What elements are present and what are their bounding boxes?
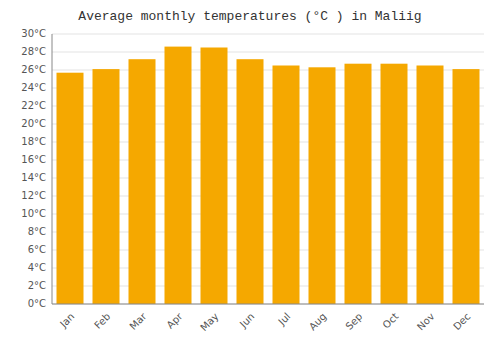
y-tick-label: 14°C	[21, 172, 46, 183]
chart-container: 0°C 2°C 4°C 6°C 8°C 10°C 12°C 14°C 16°C 18°C 20°C 2…	[0, 0, 500, 350]
grid	[52, 34, 484, 304]
y-tick-label: 12°C	[21, 190, 46, 201]
y-tick-label: 6°C	[28, 244, 46, 255]
y-tick-label: 30°C	[21, 28, 46, 39]
grid-line	[52, 52, 484, 53]
title: Average monthly temperatures (°C ) in Ma…	[78, 9, 421, 24]
y-tick-label: 22°C	[21, 100, 46, 111]
bar	[57, 73, 84, 304]
x-tick-label: Jan	[57, 311, 76, 330]
x-axis-line	[52, 304, 484, 305]
y-tick-label: 24°C	[21, 82, 46, 93]
y-tick-label: 2°C	[28, 280, 46, 291]
y-tick-label: 8°C	[28, 226, 46, 237]
y-tick-label: 0°C	[28, 298, 46, 309]
bars	[57, 47, 480, 304]
bar	[237, 59, 264, 304]
bar	[129, 59, 156, 304]
y-axis: 0°C 2°C 4°C 6°C 8°C 10°C 12°C 14°C 16°C 18°C 20°C 2…	[21, 28, 46, 309]
x-axis: Jan Feb Mar Apr May Jun Jul Aug Sep Oct Nov Dec	[57, 310, 472, 333]
x-tick-label: Jun	[237, 311, 257, 331]
grid-line	[52, 304, 484, 305]
y-tick-label: 20°C	[21, 118, 46, 129]
bar	[417, 66, 444, 305]
bar	[453, 69, 480, 304]
x-tick-label: Aug	[307, 311, 329, 333]
y-tick-label: 10°C	[21, 208, 46, 219]
x-tick-label: Dec	[451, 311, 472, 332]
grid-line	[52, 34, 484, 35]
y-tick-label: 4°C	[28, 262, 46, 273]
x-tick-label: May	[198, 311, 220, 333]
bar	[165, 47, 192, 304]
bar	[273, 66, 300, 305]
x-tick-label: Jul	[275, 311, 292, 328]
y-tick-label: 26°C	[21, 64, 46, 75]
y-tick-label: 28°C	[21, 46, 46, 57]
chart-svg: 0°C 2°C 4°C 6°C 8°C 10°C 12°C 14°C 16°C 18°C 20°C 2…	[0, 0, 500, 350]
bar	[345, 64, 372, 304]
bar	[381, 64, 408, 304]
bar	[93, 69, 120, 304]
bar	[309, 67, 336, 304]
x-tick-label: Mar	[127, 310, 149, 332]
bar	[201, 48, 228, 305]
y-tick-label: 18°C	[21, 136, 46, 147]
y-tick-label: 16°C	[21, 154, 46, 165]
x-tick-label: Nov	[415, 311, 437, 333]
x-tick-label: Sep	[343, 311, 364, 332]
y-axis-line	[52, 34, 53, 304]
x-tick-label: Apr	[164, 310, 185, 331]
x-tick-label: Oct	[380, 311, 400, 331]
x-tick-label: Feb	[92, 311, 112, 331]
